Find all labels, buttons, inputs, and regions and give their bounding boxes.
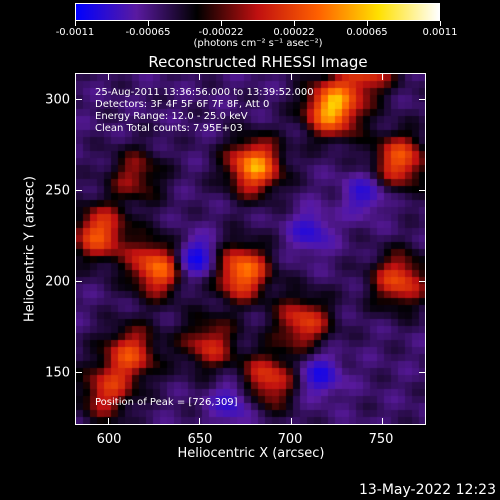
image-plot: 25-Aug-2011 13:36:56.000 to 13:39:52.000… xyxy=(75,73,426,425)
y-tick-label: 200 xyxy=(45,274,70,290)
colorbar-tick-mark xyxy=(367,21,368,26)
x-tick-mark xyxy=(382,73,384,80)
peak-position-label: Position of Peak = [726,309] xyxy=(95,397,238,408)
colorbar-tick-label: 0.00022 xyxy=(273,27,315,38)
y-tick-mark xyxy=(419,98,426,100)
colorbar-tick-mark xyxy=(221,21,222,26)
x-tick-mark xyxy=(107,418,109,425)
y-tick-mark xyxy=(419,280,426,282)
y-tick-mark xyxy=(419,372,426,374)
x-tick-label: 700 xyxy=(277,432,303,447)
colorbar-tick-mark xyxy=(75,21,76,26)
x-tick-label: 750 xyxy=(368,432,394,447)
x-axis-label: Heliocentric X (arcsec) xyxy=(177,446,325,461)
detectors-label: Detectors: 3F 4F 5F 6F 7F 8F, Att 0 xyxy=(95,99,270,110)
x-tick-mark xyxy=(290,418,292,425)
plot-title: Reconstructed RHESSI Image xyxy=(148,53,368,71)
y-tick-mark xyxy=(75,98,82,100)
y-tick-mark xyxy=(75,189,82,191)
y-tick-label: 150 xyxy=(45,365,70,381)
colorbar-tick-label: -0.00065 xyxy=(125,27,171,38)
colorbar-tick-mark xyxy=(440,21,441,26)
colorbar-tick-label: 0.00065 xyxy=(346,27,388,38)
colorbar-tick-label: 0.0011 xyxy=(422,27,458,38)
x-tick-mark xyxy=(199,418,201,425)
colorbar-tick-mark xyxy=(294,21,295,26)
y-tick-mark xyxy=(75,372,82,374)
y-tick-mark xyxy=(75,280,82,282)
x-tick-label: 600 xyxy=(96,432,122,447)
y-tick-label: 250 xyxy=(45,183,70,199)
timestamp: 13-May-2022 12:23 xyxy=(358,482,496,498)
x-tick-mark xyxy=(107,73,109,80)
colorbar-tick-label: -0.00022 xyxy=(198,27,244,38)
colorbar-tick-mark xyxy=(148,21,149,26)
colorbar-tick-label: -0.0011 xyxy=(55,27,95,38)
y-tick-mark xyxy=(419,189,426,191)
x-tick-mark xyxy=(382,418,384,425)
y-tick-label: 300 xyxy=(45,92,70,108)
y-axis-label: Heliocentric Y (arcsec) xyxy=(22,176,38,322)
colorbar xyxy=(75,3,440,21)
x-tick-mark xyxy=(290,73,292,80)
time-range-label: 25-Aug-2011 13:36:56.000 to 13:39:52.000 xyxy=(95,87,314,98)
heatmap-canvas xyxy=(76,74,425,424)
x-tick-label: 650 xyxy=(187,432,213,447)
x-tick-mark xyxy=(199,73,201,80)
energy-range-label: Energy Range: 12.0 - 25.0 keV xyxy=(95,111,248,122)
colorbar-unit: (photons cm⁻² s⁻¹ asec⁻²) xyxy=(193,38,323,49)
clean-counts-label: Clean Total counts: 7.95E+03 xyxy=(95,123,243,134)
